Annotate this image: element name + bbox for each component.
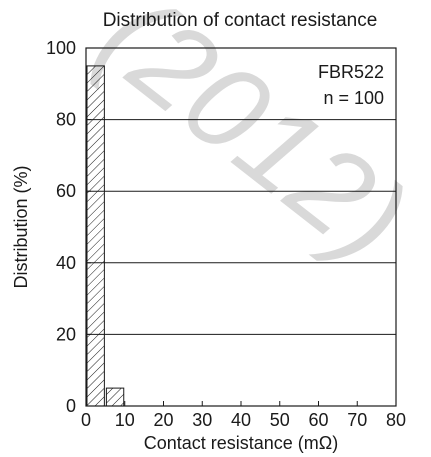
y-tick-label-60: 60 bbox=[56, 181, 76, 201]
x-tick-label-40: 40 bbox=[231, 410, 251, 430]
chart-title: Distribution of contact resistance bbox=[103, 10, 378, 31]
y-tick-label-40: 40 bbox=[56, 253, 76, 273]
x-axis-label: Contact resistance (mΩ) bbox=[144, 433, 339, 453]
x-tick-label-30: 30 bbox=[192, 410, 212, 430]
annotation-sample-size: n = 100 bbox=[323, 88, 384, 108]
y-tick-label-0: 0 bbox=[66, 396, 76, 416]
y-tick-label-100: 100 bbox=[46, 38, 76, 58]
y-tick-label-20: 20 bbox=[56, 324, 76, 344]
x-tick-label-80: 80 bbox=[386, 410, 406, 430]
x-tick-label-70: 70 bbox=[347, 410, 367, 430]
x-tick-label-10: 10 bbox=[115, 410, 135, 430]
watermark: (2012) bbox=[75, 0, 431, 287]
annotation-model: FBR522 bbox=[318, 62, 384, 82]
y-axis-label: Distribution (%) bbox=[11, 165, 31, 288]
bar-2 bbox=[106, 388, 123, 406]
x-tick-label-60: 60 bbox=[308, 410, 328, 430]
x-tick-label-50: 50 bbox=[270, 410, 290, 430]
bar-1 bbox=[87, 66, 104, 406]
y-tick-label-80: 80 bbox=[56, 110, 76, 130]
x-tick-label-20: 20 bbox=[153, 410, 173, 430]
x-tick-label-0: 0 bbox=[81, 410, 91, 430]
